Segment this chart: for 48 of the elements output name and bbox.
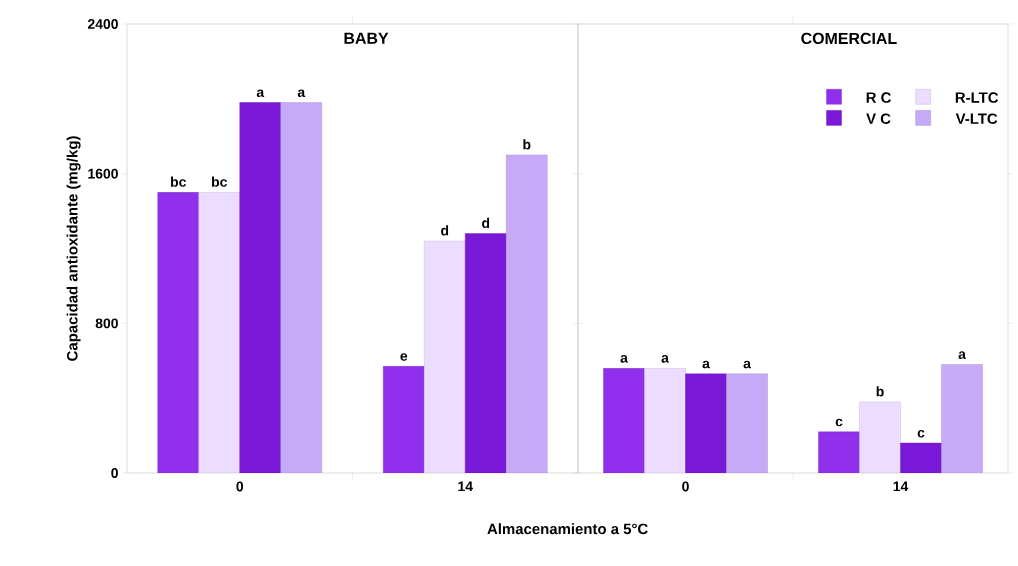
x-tick-label: 0: [236, 481, 244, 492]
x-tick-label: 14: [893, 481, 909, 492]
legend-label: V C: [866, 113, 891, 125]
legend-label: R C: [866, 92, 892, 103]
data-label: b: [523, 139, 531, 150]
bar: [465, 233, 507, 473]
bar: [157, 192, 199, 473]
y-tick-label: 0: [111, 468, 118, 478]
bar: [383, 366, 425, 473]
legend-label: V-LTC: [955, 113, 998, 125]
data-label: bc: [212, 176, 227, 187]
bar: [941, 364, 983, 473]
y-tick-label: 1600: [88, 168, 118, 179]
bar: [900, 442, 942, 473]
data-label: a: [297, 89, 306, 98]
data-label: c: [917, 429, 925, 438]
bar: [198, 192, 240, 473]
data-label: a: [256, 89, 265, 98]
bar: [685, 373, 727, 473]
data-label: c: [835, 418, 843, 427]
data-label: e: [400, 353, 408, 361]
x-tick-label: 0: [682, 481, 689, 492]
bar: [239, 102, 281, 473]
data-label: a: [958, 351, 966, 359]
data-label: a: [661, 355, 669, 363]
chart-title: COMERCIAL: [801, 32, 897, 45]
data-label: d: [482, 217, 490, 229]
bar: [603, 368, 645, 473]
bar: [424, 240, 466, 473]
x-tick-label: 14: [458, 481, 473, 492]
data-label: a: [743, 360, 751, 369]
data-label: a: [702, 360, 710, 369]
bar: [280, 102, 322, 473]
y-tick-label: 2400: [87, 19, 118, 29]
data-label: bc: [171, 176, 186, 187]
y-axis-title: Capacidad antioxidante (mg/kg): [66, 136, 81, 361]
y-tick-label: 800: [95, 318, 118, 329]
x-axis-title: Almacenamiento a 5°C: [487, 523, 648, 535]
bar: [506, 154, 548, 473]
data-label: d: [441, 225, 449, 236]
data-label: a: [620, 355, 628, 363]
bar: [818, 431, 860, 473]
chart-title: BABY: [344, 32, 389, 44]
bar: [644, 368, 686, 473]
bar: [726, 373, 768, 473]
data-label: b: [876, 386, 884, 397]
legend-label: R-LTC: [955, 92, 999, 103]
bar: [859, 401, 901, 473]
